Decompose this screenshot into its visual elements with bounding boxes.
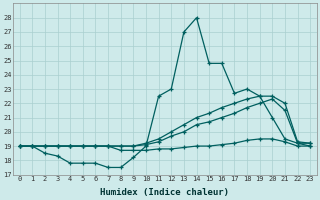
- X-axis label: Humidex (Indice chaleur): Humidex (Indice chaleur): [100, 188, 229, 197]
